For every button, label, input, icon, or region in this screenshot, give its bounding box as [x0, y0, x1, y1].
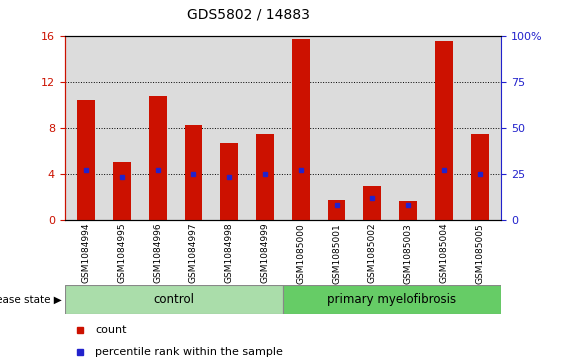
Bar — [77, 101, 95, 220]
Text: GSM1085002: GSM1085002 — [368, 223, 377, 284]
Text: GSM1084997: GSM1084997 — [189, 223, 198, 284]
Text: GSM1084995: GSM1084995 — [118, 223, 127, 284]
Bar — [256, 134, 274, 220]
Text: GSM1085005: GSM1085005 — [475, 223, 484, 284]
Bar — [292, 38, 310, 220]
Text: disease state ▶: disease state ▶ — [0, 294, 62, 305]
Bar — [435, 41, 453, 220]
Bar — [220, 143, 238, 220]
Text: percentile rank within the sample: percentile rank within the sample — [95, 347, 283, 356]
Text: count: count — [95, 325, 127, 335]
Text: GSM1084994: GSM1084994 — [82, 223, 91, 283]
Bar — [471, 134, 489, 220]
Bar — [149, 96, 167, 220]
Bar — [185, 125, 203, 220]
Bar — [65, 285, 283, 314]
Text: GSM1085001: GSM1085001 — [332, 223, 341, 284]
Bar — [113, 162, 131, 220]
Bar — [399, 201, 417, 220]
Bar — [328, 200, 346, 220]
Bar — [363, 186, 381, 220]
Text: GSM1084996: GSM1084996 — [153, 223, 162, 284]
Text: GDS5802 / 14883: GDS5802 / 14883 — [186, 8, 310, 22]
Text: GSM1084999: GSM1084999 — [261, 223, 270, 284]
Text: GSM1085003: GSM1085003 — [404, 223, 413, 284]
Text: GSM1085004: GSM1085004 — [439, 223, 448, 284]
Text: primary myelofibrosis: primary myelofibrosis — [328, 293, 457, 306]
Text: GSM1084998: GSM1084998 — [225, 223, 234, 284]
Bar — [283, 285, 501, 314]
Text: GSM1085000: GSM1085000 — [296, 223, 305, 284]
Text: control: control — [153, 293, 194, 306]
